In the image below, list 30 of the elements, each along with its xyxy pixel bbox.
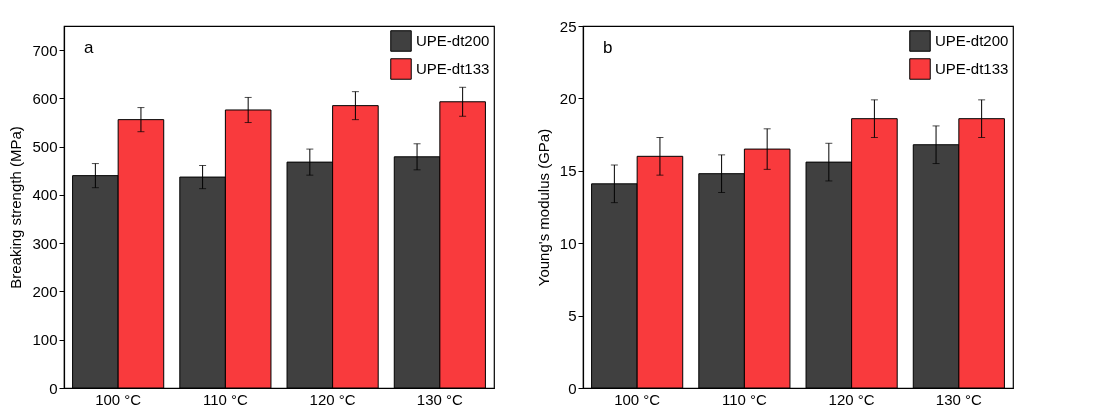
y-tick-label: 25 bbox=[559, 17, 577, 35]
y-tick-label: 10 bbox=[559, 234, 577, 252]
x-tick-label: 120 °C bbox=[828, 390, 875, 408]
y-tick-label: 500 bbox=[32, 138, 58, 156]
y-tick-label: 400 bbox=[32, 186, 58, 204]
x-tick-label: 110 °C bbox=[721, 390, 767, 408]
y-tick-label: 0 bbox=[568, 379, 577, 397]
y-tick-label: 20 bbox=[559, 89, 577, 107]
legend-label: UPE-dt133 bbox=[935, 60, 1009, 77]
legend-label: UPE-dt200 bbox=[416, 32, 490, 49]
y-tick-label: 200 bbox=[32, 282, 58, 300]
y-tick-label: 5 bbox=[568, 307, 577, 325]
y-tick-label: 15 bbox=[559, 162, 577, 180]
y-axis-title: Breaking strength (MPa) bbox=[7, 126, 25, 289]
legend-label: UPE-dt200 bbox=[935, 32, 1009, 49]
y-tick-label: 300 bbox=[32, 234, 58, 252]
x-tick-label: 130 °C bbox=[935, 390, 983, 408]
x-tick-label: 100 °C bbox=[614, 390, 661, 408]
y-tick-label: 0 bbox=[49, 379, 58, 397]
annotation: a bbox=[84, 38, 94, 57]
x-tick-label: 130 °C bbox=[416, 390, 464, 408]
y-tick-label: 700 bbox=[32, 41, 58, 59]
legend-label: UPE-dt133 bbox=[416, 60, 490, 77]
x-tick-label: 100 °C bbox=[95, 390, 142, 408]
x-tick-label: 110 °C bbox=[202, 390, 248, 408]
x-tick-label: 120 °C bbox=[309, 390, 356, 408]
y-axis-title: Young's modulus (GPa) bbox=[534, 128, 552, 287]
annotation: b bbox=[603, 38, 613, 57]
y-tick-label: 100 bbox=[32, 331, 58, 349]
y-tick-label: 600 bbox=[32, 89, 58, 107]
